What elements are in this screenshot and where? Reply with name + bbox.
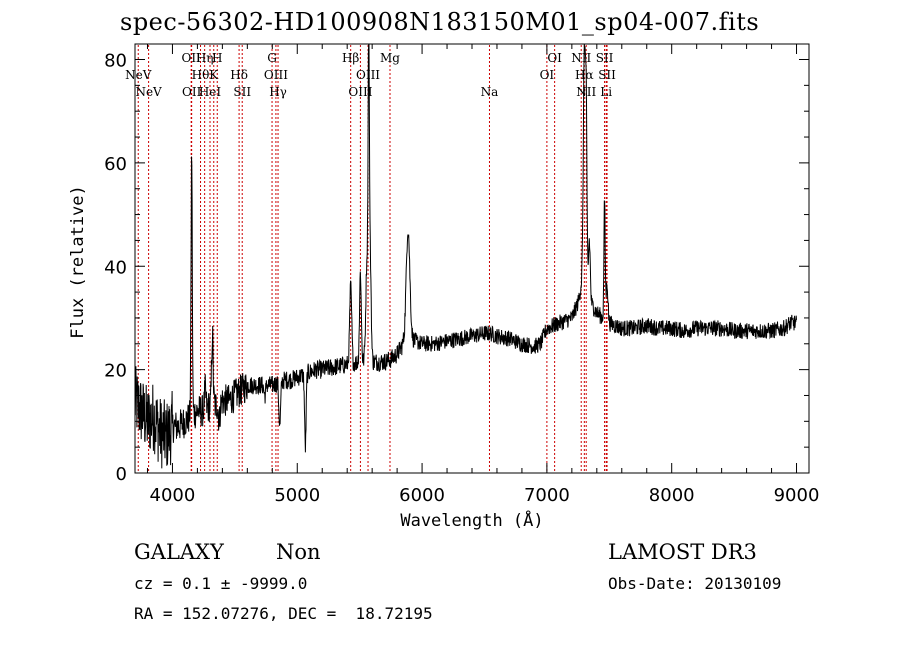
line-label: Li (600, 85, 612, 99)
line-label: OIII (348, 85, 372, 99)
line-label: HeI (199, 85, 222, 99)
axis-tick-labels: 4000 5000 6000 7000 8000 9000 0 20 40 60 80 (104, 51, 819, 506)
object-subclass: Non (276, 540, 321, 564)
chart-title: spec-56302-HD100908N183150M01_sp04-007.f… (120, 8, 760, 36)
x-tick-label: 4000 (150, 485, 196, 506)
y-tick-label: 0 (116, 464, 127, 485)
line-label: Hγ (269, 85, 287, 99)
x-tick-label: 6000 (399, 485, 445, 506)
line-label: Na (481, 85, 499, 99)
y-tick-label: 40 (104, 257, 127, 278)
x-tick-label: 8000 (649, 485, 695, 506)
line-label: SII (598, 68, 616, 82)
line-markers (137, 45, 608, 472)
axis-ticks (135, 44, 809, 474)
line-label: NeV (135, 85, 162, 99)
line-label: OII (182, 51, 202, 65)
x-tick-label: 9000 (774, 485, 820, 506)
object-class: GALAXY (134, 540, 224, 564)
obs-date: Obs-Date: 20130109 (608, 574, 782, 593)
line-label: Mg (380, 51, 400, 65)
line-label: SII (233, 85, 251, 99)
x-axis-label: Wavelength (Å) (400, 511, 544, 531)
line-label: OIII (356, 68, 380, 82)
spectrum-line (134, 43, 797, 469)
redshift-text: cz = 0.1 ± -9999.0 (134, 574, 308, 593)
line-label: Hβ (342, 51, 359, 65)
line-label: NII (571, 51, 591, 65)
line-label: SII (596, 51, 614, 65)
survey-name: LAMOST DR3 (608, 540, 757, 564)
line-label: OII (182, 85, 202, 99)
y-tick-label: 60 (104, 154, 127, 175)
coordinates: RA = 152.07276, DEC = 18.72195 (134, 604, 433, 623)
plot-frame (134, 43, 810, 474)
line-label: NeV (125, 68, 152, 82)
y-tick-label: 20 (104, 361, 127, 382)
line-label: H (212, 51, 222, 65)
line-label: Hη (196, 51, 214, 65)
line-label: OI (540, 68, 555, 82)
line-label: Hα (575, 68, 594, 82)
line-label: OIII (264, 68, 288, 82)
y-axis-label: Flux (relative) (68, 185, 88, 339)
line-label: Hθ (192, 68, 210, 82)
line-label: K (209, 68, 219, 82)
line-label: OI (547, 51, 562, 65)
x-tick-label: 7000 (524, 485, 570, 506)
x-tick-label: 5000 (274, 485, 320, 506)
y-tick-label: 80 (104, 51, 127, 72)
line-label: G (267, 51, 277, 65)
line-label: NII (576, 85, 596, 99)
line-label: Hδ (230, 68, 248, 82)
